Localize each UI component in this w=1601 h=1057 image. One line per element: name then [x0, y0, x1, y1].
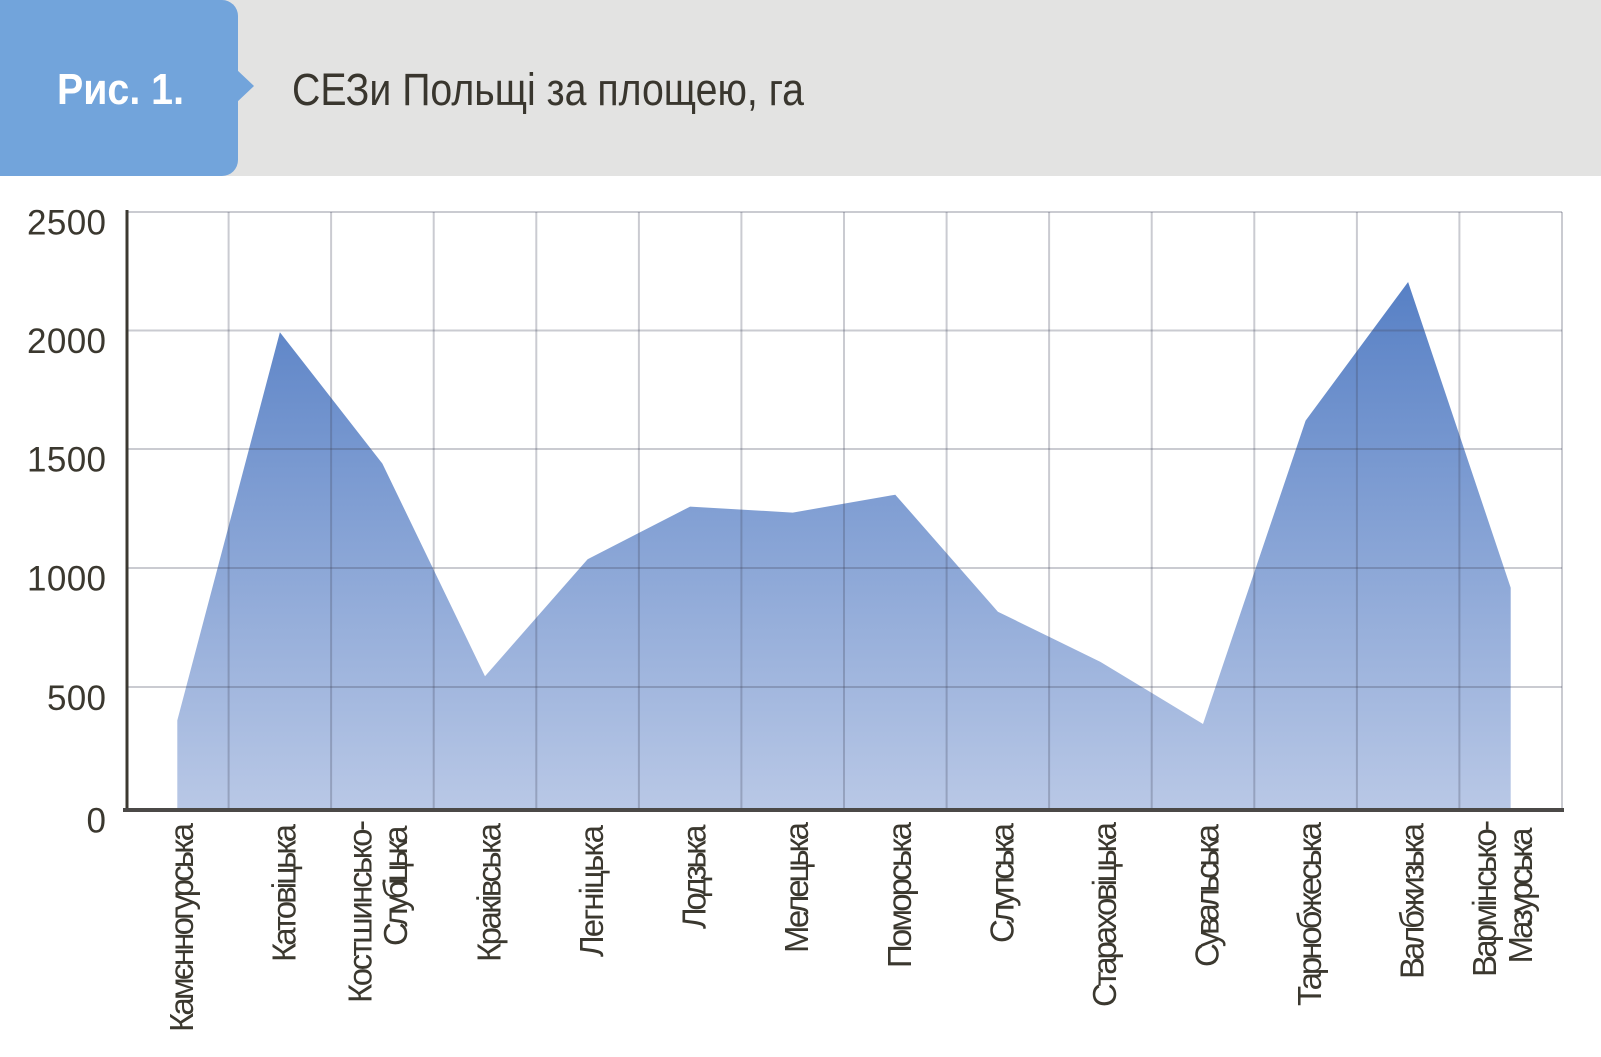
svg-text:Мазурська: Мазурська — [1502, 827, 1539, 964]
svg-text:Слупська: Слупська — [983, 822, 1020, 943]
svg-text:2500: 2500 — [27, 204, 106, 243]
svg-text:Сувальська: Сувальська — [1189, 823, 1226, 967]
svg-text:Краківська: Краківська — [471, 822, 508, 962]
svg-text:Валбжизька: Валбжизька — [1394, 822, 1431, 979]
svg-text:1000: 1000 — [27, 560, 106, 599]
svg-text:Лодзька: Лодзька — [676, 824, 713, 929]
svg-text:500: 500 — [47, 679, 106, 718]
svg-text:Стараховіцька: Стараховіцька — [1086, 821, 1123, 1007]
svg-text:0: 0 — [87, 802, 106, 841]
svg-text:Слубіцька: Слубіцька — [377, 825, 414, 946]
svg-text:Камєнногурська: Камєнногурська — [163, 822, 200, 1032]
svg-text:Поморська: Поморська — [881, 821, 918, 968]
svg-text:Рис. 1.: Рис. 1. — [57, 65, 184, 114]
svg-text:Вармінсько-: Вармінсько- — [1466, 820, 1503, 977]
svg-text:2000: 2000 — [27, 322, 106, 361]
svg-text:Мелецька: Мелецька — [778, 821, 815, 953]
svg-text:Легніцька: Легніцька — [573, 824, 610, 957]
svg-text:1500: 1500 — [27, 441, 106, 480]
svg-text:Костшинсько-: Костшинсько- — [342, 820, 379, 1003]
svg-text:СЕЗи Польщі за площею, га: СЕЗи Польщі за площею, га — [292, 64, 805, 115]
svg-text:Катовіцька: Катовіцька — [265, 823, 302, 962]
svg-text:Тарнобжеська: Тарнобжеська — [1291, 821, 1328, 1006]
